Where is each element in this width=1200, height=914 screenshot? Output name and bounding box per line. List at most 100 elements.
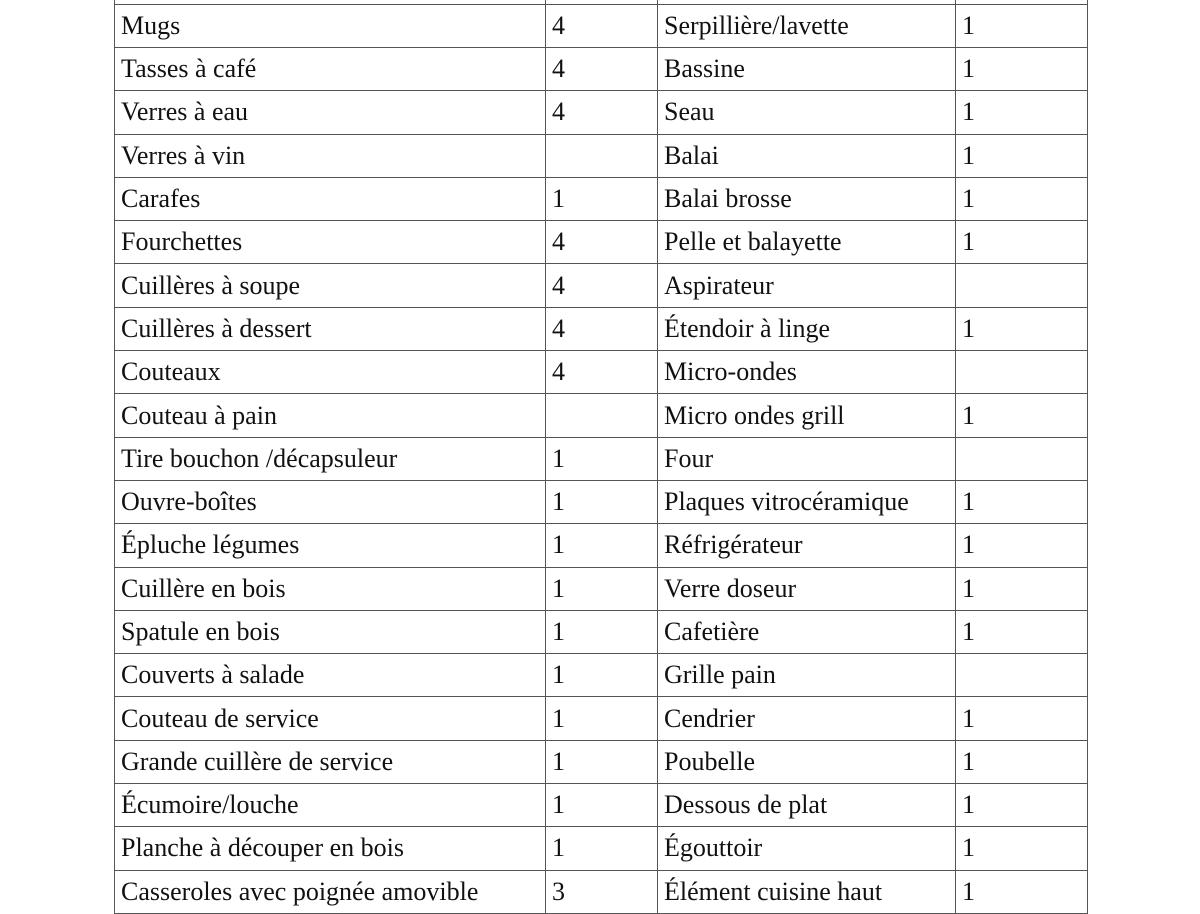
item-name-2: Serpillière/lavette	[657, 3, 956, 49]
item-quantity: 3	[545, 869, 658, 914]
table-row: Cuillères à soupe 4 Aspirateur	[114, 263, 1088, 308]
item-name-2: Poubelle	[657, 739, 956, 785]
table-row: Cuillères à dessert 4 Étendoir à linge 1	[114, 306, 1088, 352]
table-row: Couteau à pain Micro ondes grill 1	[114, 393, 1088, 438]
item-name-2: Cafetière	[657, 609, 956, 655]
item-quantity-2: 1	[955, 393, 1088, 438]
item-quantity-2	[955, 653, 1088, 698]
item-quantity: 4	[545, 263, 658, 308]
table-row: Mugs 4 Serpillière/lavette 1	[114, 3, 1088, 49]
item-quantity: 1	[545, 739, 658, 785]
item-name: Tire bouchon /décapsuleur	[114, 436, 546, 481]
item-name-2: Grille pain	[657, 653, 956, 698]
item-quantity-2: 1	[955, 220, 1088, 265]
table-row: Grande cuillère de service 1 Poubelle 1	[114, 739, 1088, 785]
item-quantity: 1	[545, 523, 658, 568]
item-name-2: Plaques vitrocéramique	[657, 479, 956, 525]
item-name: Cuillère en bois	[114, 566, 546, 611]
item-name: Mugs	[114, 3, 546, 49]
inventory-table: Mugs 4 Serpillière/lavette 1 Tasses à café 4 B…	[114, 0, 1088, 914]
item-quantity-2: 1	[955, 739, 1088, 785]
item-name: Cuillères à dessert	[114, 306, 546, 352]
item-quantity-2: 1	[955, 826, 1088, 871]
item-quantity-2: 1	[955, 176, 1088, 222]
item-quantity: 1	[545, 566, 658, 611]
item-name: Carafes	[114, 176, 546, 222]
item-name: Couteaux	[114, 350, 546, 395]
item-name-2: Élément cuisine haut	[657, 869, 956, 914]
item-name: Couteau à pain	[114, 393, 546, 438]
table-row: Couverts à salade 1 Grille pain	[114, 653, 1088, 698]
table-row: Couteaux 4 Micro-ondes	[114, 350, 1088, 395]
item-quantity: 4	[545, 3, 658, 49]
item-quantity: 1	[545, 479, 658, 525]
item-name-2: Aspirateur	[657, 263, 956, 308]
item-name: Cuillères à soupe	[114, 263, 546, 308]
item-name: Épluche légumes	[114, 523, 546, 568]
item-quantity	[545, 393, 658, 438]
item-name: Tasses à café	[114, 46, 546, 92]
item-quantity: 4	[545, 90, 658, 135]
item-quantity: 1	[545, 696, 658, 741]
item-name-2: Balai brosse	[657, 176, 956, 222]
item-name: Fourchettes	[114, 220, 546, 265]
item-name-2: Cendrier	[657, 696, 956, 741]
table-row: Spatule en bois 1 Cafetière 1	[114, 609, 1088, 655]
item-name-2: Verre doseur	[657, 566, 956, 611]
item-name-2: Micro ondes grill	[657, 393, 956, 438]
table-row: Couteau de service 1 Cendrier 1	[114, 696, 1088, 741]
table-row: Verres à vin Balai 1	[114, 133, 1088, 178]
item-quantity-2: 1	[955, 869, 1088, 914]
item-name: Couverts à salade	[114, 653, 546, 698]
item-quantity-2: 1	[955, 523, 1088, 568]
item-name-2: Étendoir à linge	[657, 306, 956, 352]
item-name: Ouvre-boîtes	[114, 479, 546, 525]
table-row: Fourchettes 4 Pelle et balayette 1	[114, 220, 1088, 265]
item-quantity: 4	[545, 306, 658, 352]
item-quantity-2	[955, 350, 1088, 395]
item-quantity: 1	[545, 436, 658, 481]
item-name-2: Micro-ondes	[657, 350, 956, 395]
item-quantity-2: 1	[955, 609, 1088, 655]
item-name-2: Bassine	[657, 46, 956, 92]
item-quantity: 1	[545, 653, 658, 698]
item-name-2: Four	[657, 436, 956, 481]
item-quantity-2: 1	[955, 306, 1088, 352]
item-name: Écumoire/louche	[114, 783, 546, 828]
table-row: Planche à découper en bois 1 Égouttoir 1	[114, 826, 1088, 871]
item-name: Verres à eau	[114, 90, 546, 135]
item-quantity-2	[955, 263, 1088, 308]
item-name-2: Pelle et balayette	[657, 220, 956, 265]
item-quantity-2: 1	[955, 90, 1088, 135]
table-row: Casseroles avec poignée amovible 3 Élément…	[114, 869, 1088, 914]
item-quantity	[545, 133, 658, 178]
table-row: Ouvre-boîtes 1 Plaques vitrocéramique 1	[114, 479, 1088, 525]
item-quantity-2: 1	[955, 566, 1088, 611]
table-row: Épluche légumes 1 Réfrigérateur 1	[114, 523, 1088, 568]
item-quantity-2	[955, 436, 1088, 481]
item-quantity-2: 1	[955, 696, 1088, 741]
table-row: Tasses à café 4 Bassine 1	[114, 46, 1088, 92]
item-quantity: 1	[545, 783, 658, 828]
item-name-2: Dessous de plat	[657, 783, 956, 828]
item-name: Couteau de service	[114, 696, 546, 741]
table-row: Verres à eau 4 Seau 1	[114, 90, 1088, 135]
item-name: Casseroles avec poignée amovible	[114, 869, 546, 914]
item-quantity-2: 1	[955, 479, 1088, 525]
item-quantity: 1	[545, 609, 658, 655]
item-quantity-2: 1	[955, 133, 1088, 178]
item-quantity-2: 1	[955, 46, 1088, 92]
table-row: Carafes 1 Balai brosse 1	[114, 176, 1088, 222]
item-name-2: Seau	[657, 90, 956, 135]
item-name: Spatule en bois	[114, 609, 546, 655]
item-quantity: 4	[545, 350, 658, 395]
item-quantity-2: 1	[955, 3, 1088, 49]
table-row: Cuillère en bois 1 Verre doseur 1	[114, 566, 1088, 611]
item-name-2: Réfrigérateur	[657, 523, 956, 568]
table-row: Écumoire/louche 1 Dessous de plat 1	[114, 783, 1088, 828]
item-name: Grande cuillère de service	[114, 739, 546, 785]
item-quantity-2: 1	[955, 783, 1088, 828]
item-quantity: 4	[545, 220, 658, 265]
item-name: Verres à vin	[114, 133, 546, 178]
table-row: Tire bouchon /décapsuleur 1 Four	[114, 436, 1088, 481]
